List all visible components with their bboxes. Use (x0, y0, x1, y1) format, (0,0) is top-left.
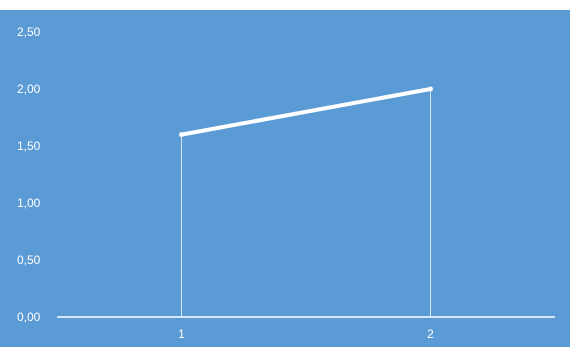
y-tick-label: 1,50 (17, 139, 41, 153)
data-point (179, 132, 184, 138)
y-axis-ticks: 0,00 0,50 1,00 1,50 2,00 2,50 (17, 25, 41, 324)
y-tick-label: 0,50 (17, 253, 41, 267)
y-tick-label: 1,00 (17, 196, 41, 210)
y-tick-label: 0,00 (17, 310, 41, 324)
drop-lines (181, 89, 431, 317)
y-tick-label: 2,50 (17, 25, 41, 39)
x-tick-label: 1 (178, 327, 185, 341)
series-group (179, 86, 433, 138)
series-line (179, 87, 433, 137)
x-tick-label: 2 (427, 327, 434, 341)
data-point (428, 86, 433, 92)
chart-background (0, 10, 570, 347)
y-tick-label: 2,00 (17, 82, 41, 96)
